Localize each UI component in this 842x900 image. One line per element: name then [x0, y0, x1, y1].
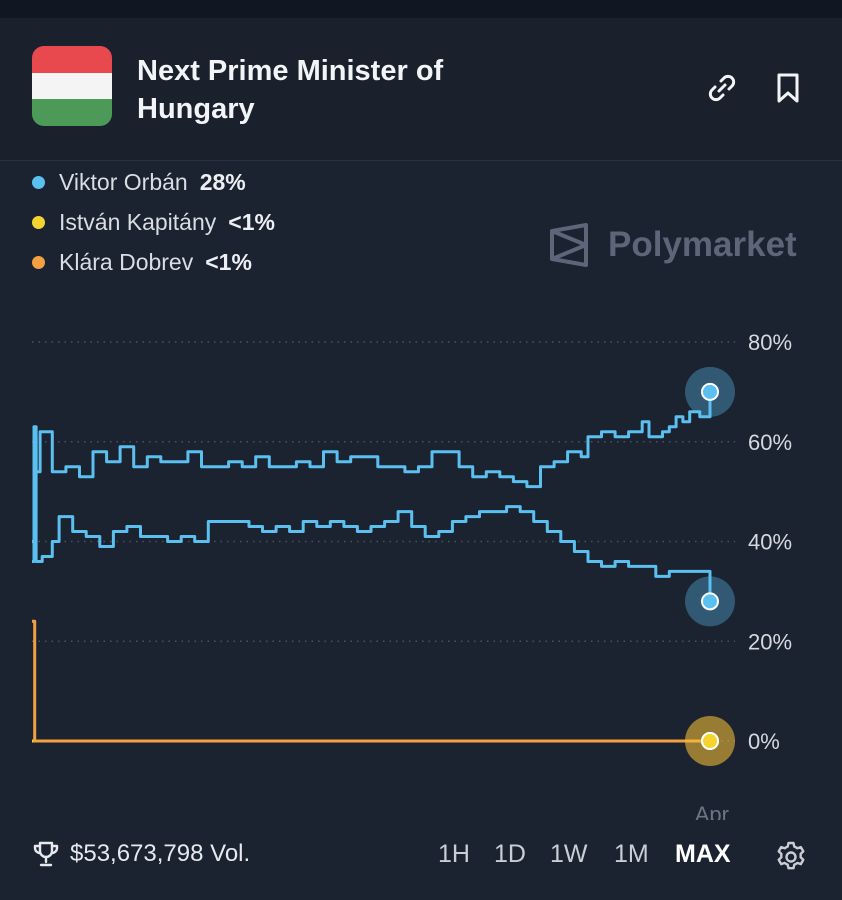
chart-end-markers — [685, 366, 735, 766]
flag-stripe-white — [32, 72, 112, 100]
timeframe-1d-button[interactable]: 1D — [494, 840, 526, 868]
legend-dot-icon — [32, 175, 45, 189]
x-axis-labels: Apr — [695, 802, 729, 820]
flag-stripe-green — [32, 99, 112, 126]
market-title: Next Prime Minister of Hungary — [137, 55, 444, 125]
timeframe-1m-button[interactable]: 1M — [614, 840, 649, 868]
price-chart: 80% 60% 40% 20% 0% Apr — [32, 330, 792, 820]
legend-name: Klára Dobrev — [59, 248, 194, 275]
volume-value: $53,673,798 Vol. — [70, 840, 251, 867]
end-marker-dot[interactable] — [701, 732, 719, 750]
volume: $53,673,798 Vol. — [32, 840, 250, 868]
bookmark-icon[interactable] — [770, 70, 806, 106]
trophy-icon — [33, 841, 59, 867]
y-axis-labels: 80% 60% 40% 20% 0% — [748, 330, 792, 754]
y-tick-label: 80% — [748, 330, 792, 355]
y-tick-label: 0% — [748, 729, 780, 754]
chart-footer: $53,673,798 Vol. 1H 1D 1W 1M MAX — [0, 830, 842, 886]
legend-item[interactable]: Viktor Orbán 28% — [32, 162, 275, 202]
top-strip — [0, 0, 842, 18]
chart-grid — [32, 341, 735, 742]
legend-value: <1% — [228, 208, 275, 235]
chart-series — [32, 391, 712, 743]
brand-name: Polymarket — [608, 225, 797, 264]
legend-name: Viktor Orbán — [59, 168, 188, 195]
flag-stripe-red — [32, 46, 112, 73]
legend-dot-icon — [32, 255, 45, 269]
chart-legend: Viktor Orbán 28% István Kapitány <1% Klá… — [32, 162, 275, 282]
link-icon[interactable] — [704, 70, 740, 106]
series-line — [32, 619, 710, 743]
legend-item[interactable]: Klára Dobrev <1% — [32, 242, 275, 282]
legend-name: István Kapitány — [59, 208, 217, 235]
legend-value: <1% — [205, 248, 252, 275]
y-tick-label: 20% — [748, 629, 792, 654]
timeframe-max-button[interactable]: MAX — [675, 840, 731, 868]
polymarket-watermark: Polymarket — [548, 220, 797, 270]
end-marker-dot[interactable] — [701, 382, 719, 401]
settings-gear-icon[interactable] — [774, 840, 808, 874]
hungary-flag-icon — [32, 46, 112, 126]
legend-dot-icon — [32, 215, 45, 229]
y-tick-label: 60% — [748, 430, 792, 455]
timeframe-1h-button[interactable]: 1H — [438, 840, 470, 868]
timeframe-1w-button[interactable]: 1W — [550, 840, 588, 868]
legend-value: 28% — [199, 168, 246, 195]
y-tick-label: 40% — [748, 530, 792, 555]
x-tick-label: Apr — [695, 802, 729, 820]
market-header: Next Prime Minister of Hungary — [0, 18, 842, 161]
polymarket-logo-icon — [550, 223, 588, 267]
series-line — [32, 425, 712, 602]
series-line — [32, 391, 712, 563]
legend-item[interactable]: István Kapitány <1% — [32, 202, 275, 242]
end-marker-dot[interactable] — [701, 592, 719, 611]
